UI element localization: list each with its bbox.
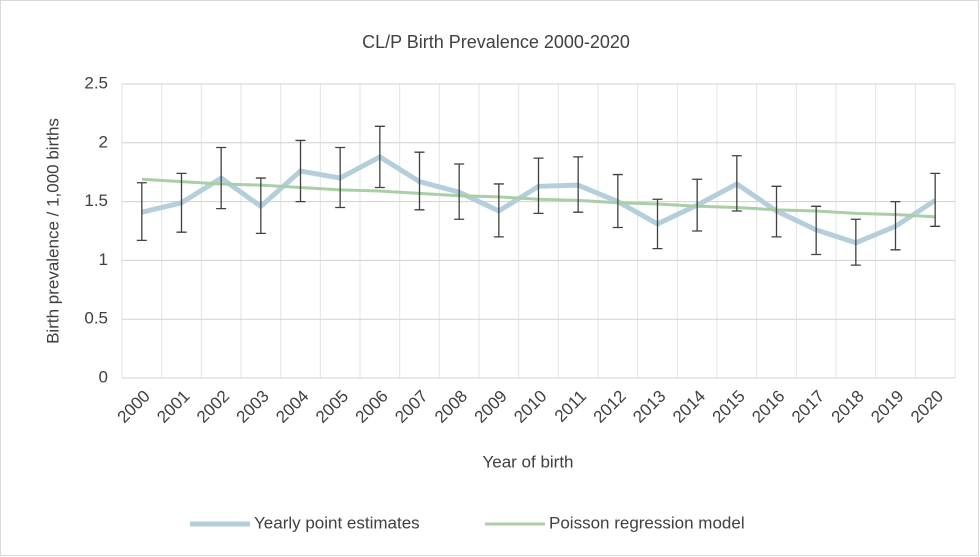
error-bar xyxy=(890,200,901,251)
chart-title: CL/P Birth Prevalence 2000-2020 xyxy=(362,32,630,52)
legend-label: Yearly point estimates xyxy=(254,513,420,532)
error-bar xyxy=(612,173,623,229)
error-bar xyxy=(255,177,266,235)
y-tick-label: 2 xyxy=(99,132,108,151)
error-bar xyxy=(930,172,941,227)
legend-label: Poisson regression model xyxy=(549,513,745,532)
error-bar xyxy=(771,185,782,238)
x-axis-label: Year of birth xyxy=(482,452,573,471)
error-bar xyxy=(811,205,822,256)
error-bar xyxy=(176,172,187,233)
y-tick-label: 0 xyxy=(99,367,108,386)
error-bar xyxy=(731,155,742,212)
error-bar xyxy=(533,157,544,215)
error-bar xyxy=(850,218,861,266)
y-axis-label: Birth prevalence / 1,000 births xyxy=(43,118,62,344)
error-bar xyxy=(493,183,504,238)
y-tick-label: 0.5 xyxy=(84,309,108,328)
error-bar xyxy=(295,139,306,203)
error-bar xyxy=(454,163,465,220)
y-tick-label: 1 xyxy=(99,250,108,269)
y-tick-label: 1.5 xyxy=(84,191,108,210)
error-bar xyxy=(216,146,227,210)
error-bar xyxy=(414,151,425,211)
error-bar xyxy=(652,198,663,250)
error-bar xyxy=(335,146,346,209)
error-bar xyxy=(573,156,584,213)
error-bar xyxy=(136,182,147,242)
error-bar xyxy=(692,178,703,232)
y-tick-label: 2.5 xyxy=(84,73,108,92)
error-bar xyxy=(374,125,385,189)
